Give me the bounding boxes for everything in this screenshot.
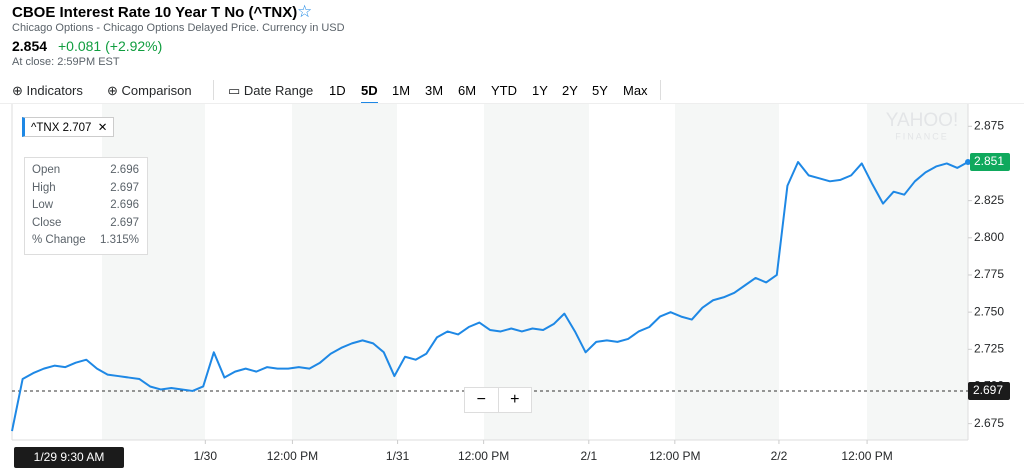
x-tick-label: 1/31 xyxy=(386,449,410,463)
tooltip-label: High xyxy=(32,181,56,194)
legend-value: 2.707 xyxy=(62,122,92,134)
quote-change: +0.081 (+2.92%) xyxy=(58,38,163,54)
toolbar-border xyxy=(0,103,1024,104)
legend-name: ^TNX xyxy=(31,122,60,134)
range-button[interactable]: YTD xyxy=(491,83,517,98)
y-tick-label: 2.675 xyxy=(974,416,1004,430)
zoom-out[interactable]: − xyxy=(465,388,499,412)
tooltip-label: Low xyxy=(32,199,54,211)
tooltip-value: 2.697 xyxy=(110,216,139,229)
y-tick-label: 2.775 xyxy=(974,267,1004,281)
last-value-tag xyxy=(970,152,1010,171)
y-tick-label: 2.875 xyxy=(974,118,1004,132)
indicators-label: Indicators xyxy=(26,83,83,98)
x-tick-label: 2/2 xyxy=(771,449,788,463)
quote-price: 2.854 xyxy=(12,38,48,54)
zoom-controls: − + xyxy=(464,387,532,413)
range-button[interactable]: 2Y xyxy=(562,83,578,98)
price-line xyxy=(11,160,969,432)
range-button[interactable]: 1Y xyxy=(532,83,548,98)
range-button[interactable]: 3M xyxy=(425,83,444,98)
indicators-button[interactable]: ⊕ Indicators xyxy=(12,83,83,98)
crosshair-tag xyxy=(14,447,124,468)
range-button[interactable]: 6M xyxy=(458,83,477,98)
x-tick-label: 12:00 PM xyxy=(841,449,892,463)
x-tick-label: 12:00 PM xyxy=(267,449,318,463)
tooltip: Open 2.696 High 2.697 Low 2.696 Close 2.697 % Ch… xyxy=(24,157,148,255)
range-button[interactable]: 1D xyxy=(329,83,346,98)
y-tick-label: 2.725 xyxy=(974,341,1004,355)
quote-subtitle: Chicago Options - Chicago Options Delaye… xyxy=(12,22,345,34)
tooltip-value: 2.696 xyxy=(110,164,139,176)
range-button[interactable]: Max xyxy=(623,83,648,98)
x-tick-label: 12:00 PM xyxy=(458,449,509,463)
y-tick-label: 2.825 xyxy=(974,193,1004,207)
range-button[interactable]: 1M xyxy=(392,83,411,98)
session-band xyxy=(675,104,779,440)
date-range-button[interactable]: ▭ Date Range xyxy=(228,83,314,98)
comparison-label: Comparison xyxy=(121,83,192,98)
tooltip-value: 2.697 xyxy=(110,181,139,194)
last-point xyxy=(965,158,971,165)
session-band xyxy=(867,104,968,440)
date-range-label: Date Range xyxy=(243,83,314,98)
divider xyxy=(213,80,214,100)
zoom-in[interactable]: + xyxy=(510,391,520,408)
tooltip-label: Close xyxy=(32,216,62,229)
session-band xyxy=(484,104,589,440)
watermark: FINANCE xyxy=(895,131,949,141)
divider xyxy=(660,80,661,100)
x-tick-label: 1/30 xyxy=(194,449,218,463)
x-tick-label: 2/1 xyxy=(580,449,597,463)
previous-close-label: 2.697 xyxy=(973,383,1003,397)
comparison-button[interactable]: ⊕ Comparison xyxy=(107,83,192,98)
range-button[interactable]: 5Y xyxy=(592,83,608,98)
session-band xyxy=(292,104,397,440)
tooltip-label: % Change xyxy=(32,234,86,246)
close-time: At close: 2:59PM EST xyxy=(12,56,120,68)
watchlist-star[interactable]: ☆ xyxy=(297,2,313,21)
tooltip-value: 1.315% xyxy=(99,234,139,246)
watermark: YAHOO! xyxy=(886,110,959,131)
crosshair-label: 1/29 9:30 AM xyxy=(34,450,105,464)
legend-chip[interactable]: ^TNX 2.707 ✕ xyxy=(22,117,115,137)
x-tick-label: 12:00 PM xyxy=(649,449,700,463)
y-tick-label: 2.750 xyxy=(974,304,1004,318)
tooltip-label: Open xyxy=(32,164,61,176)
y-tick-label: 2.800 xyxy=(974,230,1004,244)
previous-close-tag xyxy=(968,381,1010,400)
tooltip-value: 2.696 xyxy=(110,199,139,211)
quote-title: CBOE Interest Rate 10 Year T No (^TNX) xyxy=(12,4,298,21)
last-value-label: 2.851 xyxy=(974,154,1004,168)
